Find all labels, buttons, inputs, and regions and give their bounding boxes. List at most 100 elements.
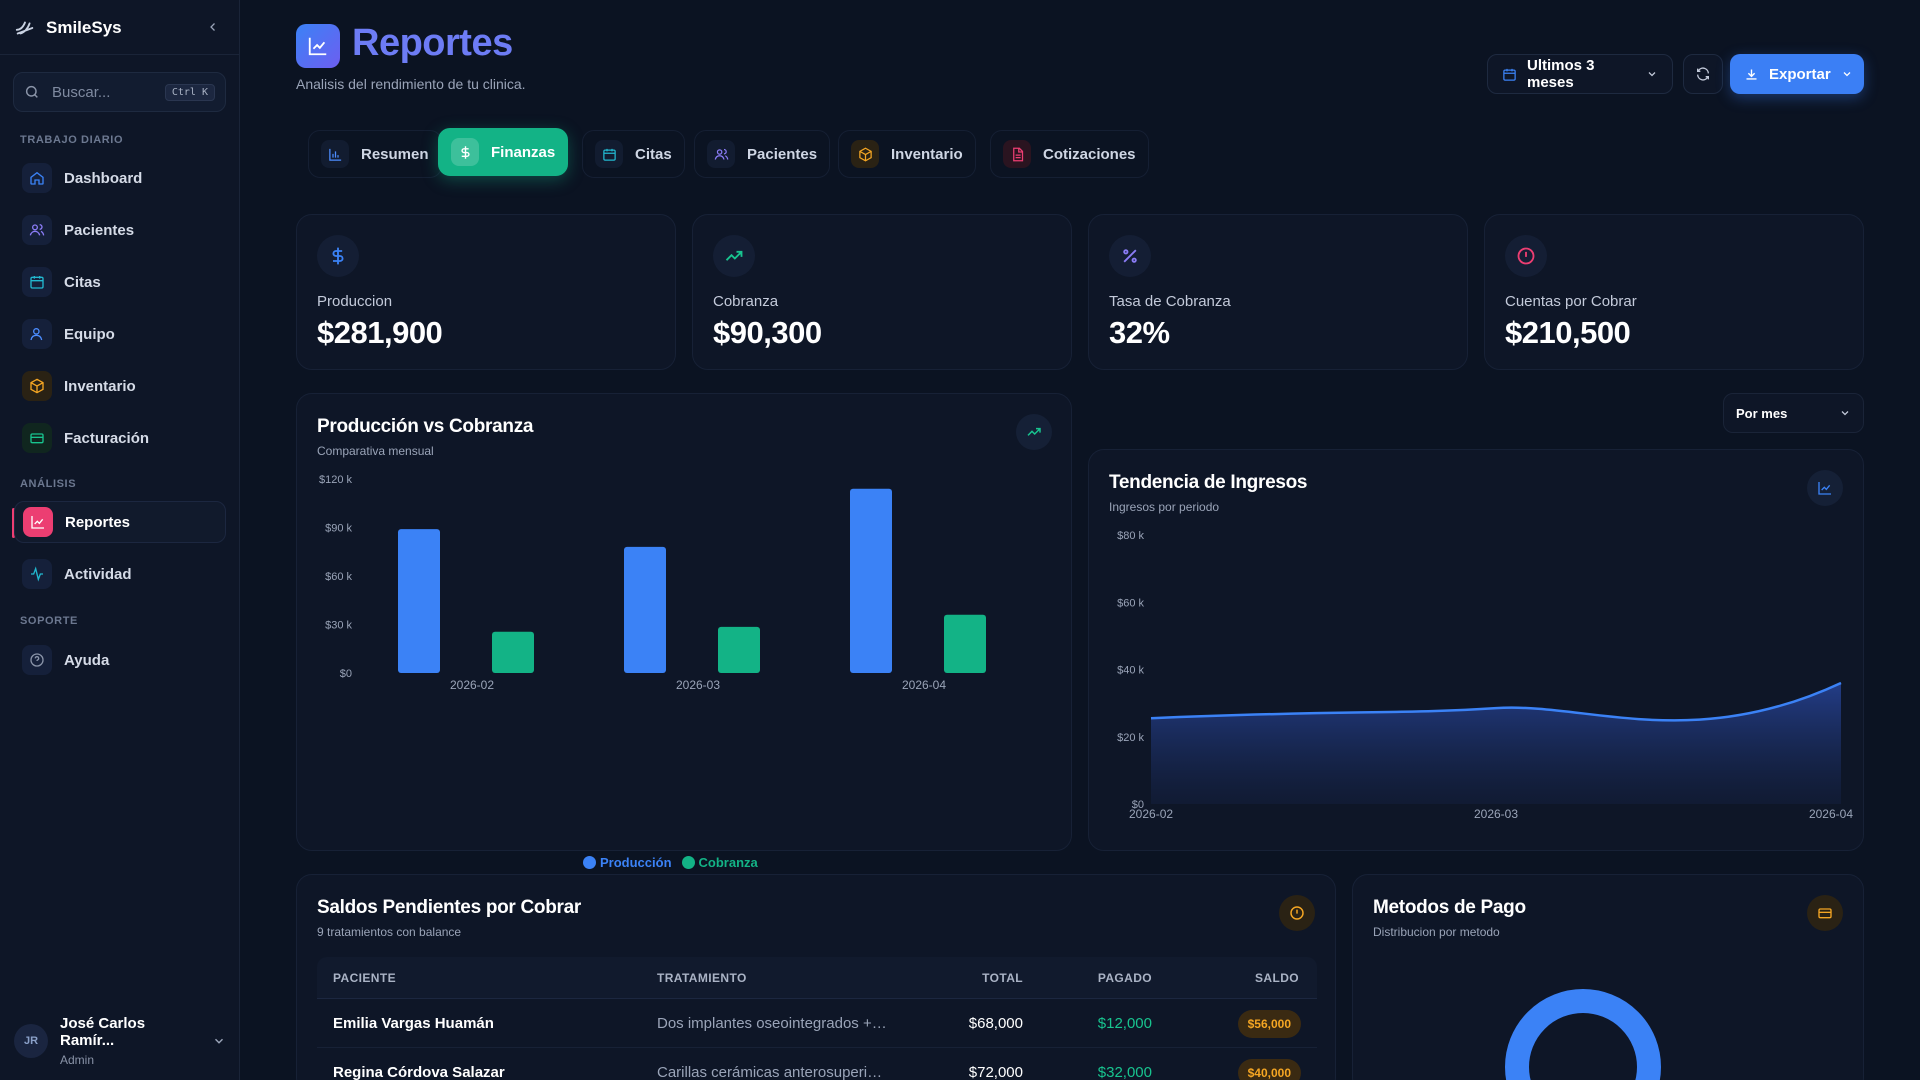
paid-amount: $32,000 — [1097, 1064, 1152, 1080]
total-amount: $68,000 — [968, 1015, 1023, 1032]
payment-methods-card: Metodos de Pago Distribucion por metodo — [1352, 874, 1864, 1080]
tab-label: Citas — [635, 145, 672, 163]
y-tick-label: $20 k — [1117, 732, 1144, 744]
sidebar-item-facturacion[interactable]: Facturación — [14, 417, 226, 459]
grouping-select[interactable]: Por mes — [1723, 393, 1864, 433]
column-header-saldo[interactable]: SALDO — [1255, 971, 1299, 985]
card-icon — [1807, 895, 1843, 931]
chevron-left-icon — [207, 21, 219, 33]
activity-icon — [22, 559, 52, 589]
card-subtitle: Ingresos por periodo — [1109, 500, 1220, 514]
card-subtitle: Comparativa mensual — [317, 444, 434, 458]
balance-badge: $40,000 — [1237, 1059, 1301, 1080]
bar-cobranza — [492, 631, 534, 673]
sidebar-item-ayuda[interactable]: Ayuda — [14, 639, 226, 681]
bar-cobranza — [718, 626, 760, 673]
tab-resumen[interactable]: Resumen — [308, 130, 442, 178]
kpi-card-cobranza: Cobranza $90,300 — [692, 214, 1072, 370]
kpi-label: Tasa de Cobranza — [1109, 293, 1231, 310]
treatment: Dos implantes oseointegrados + ... — [657, 1015, 887, 1032]
bar-chart: $0 $30 k $60 k $90 k $120 k 2026-02 2026-03 202… — [319, 474, 986, 692]
kpi-value: $281,900 — [317, 315, 443, 350]
production-vs-collection-card: Producción vs Cobranza Comparativa mensu… — [296, 393, 1072, 870]
card-subtitle: Distribucion por metodo — [1373, 925, 1500, 939]
table-header: PACIENTE TRATAMIENTO TOTAL PAGADO SALDO — [317, 957, 1317, 999]
card-title: Metodos de Pago — [1373, 897, 1526, 918]
x-tick-label: 2026-02 — [1129, 807, 1173, 821]
users-icon — [22, 215, 52, 245]
legend-label: Cobranza — [698, 855, 758, 870]
refresh-button[interactable] — [1683, 54, 1723, 94]
active-indicator — [12, 508, 15, 538]
tab-pacientes[interactable]: Pacientes — [694, 130, 831, 178]
sidebar-item-label: Facturación — [64, 429, 150, 447]
user-name: José Carlos Ramír... — [60, 1015, 146, 1049]
bar-cobranza — [944, 614, 986, 673]
chevron-down-icon — [212, 1034, 226, 1048]
sidebar-item-actividad[interactable]: Actividad — [14, 553, 226, 595]
x-tick-label: 2026-04 — [1809, 807, 1853, 821]
patient-name: Emilia Vargas Huamán — [333, 1015, 494, 1032]
y-tick-label: $60 k — [1117, 597, 1144, 609]
tab-label: Finanzas — [491, 143, 556, 161]
bar-produccion — [624, 546, 666, 673]
balance-badge: $56,000 — [1237, 1010, 1301, 1038]
column-header-total[interactable]: TOTAL — [982, 971, 1023, 985]
users-icon — [707, 140, 735, 168]
kpi-card-tasa: Tasa de Cobranza 32% — [1088, 214, 1468, 370]
legend-item-production[interactable]: Producción — [583, 855, 672, 870]
legend-label: Producción — [600, 855, 672, 870]
table-row[interactable]: Regina Córdova Salazar Carillas cerámica… — [317, 1048, 1317, 1080]
box-icon — [22, 371, 52, 401]
kpi-label: Produccion — [317, 293, 393, 310]
bar-produccion — [398, 529, 440, 673]
column-header-tratamiento[interactable]: TRATAMIENTO — [657, 971, 747, 985]
sidebar-item-label: Inventario — [64, 377, 136, 395]
divider — [0, 54, 240, 55]
export-button[interactable]: Exportar — [1730, 54, 1864, 94]
kpi-value: 32% — [1109, 315, 1170, 350]
table-row[interactable]: Emilia Vargas Huamán Dos implantes oseoi… — [317, 999, 1317, 1048]
sidebar-item-dashboard[interactable]: Dashboard — [14, 157, 226, 199]
sidebar-item-reportes[interactable]: Reportes — [14, 501, 226, 543]
sidebar-item-inventario[interactable]: Inventario — [14, 365, 226, 407]
legend-item-collection[interactable]: Cobranza — [681, 855, 758, 870]
section-label-analysis: ANÁLISIS — [20, 478, 77, 490]
area-fill — [1151, 682, 1841, 804]
card-icon — [22, 423, 52, 453]
brand[interactable]: SmileSys — [14, 14, 122, 42]
treatment: Carillas cerámicas anterosuperior... — [657, 1064, 887, 1080]
shortcut-badge: Ctrl K — [164, 83, 215, 101]
tab-finanzas[interactable]: Finanzas — [438, 128, 569, 176]
page-subtitle: Analisis del rendimiento de tu clinica. — [296, 76, 526, 92]
bar-produccion — [850, 488, 892, 673]
x-tick-label: 2026-03 — [1474, 807, 1518, 821]
sidebar-item-pacientes[interactable]: Pacientes — [14, 209, 226, 251]
search-input[interactable]: Buscar... Ctrl K — [13, 72, 226, 112]
kpi-card-cuentas: Cuentas por Cobrar $210,500 — [1484, 214, 1864, 370]
column-header-paciente[interactable]: PACIENTE — [333, 971, 396, 985]
sidebar: SmileSys Buscar... Ctrl K TRABAJO DIARIO… — [0, 0, 240, 1080]
sidebar-item-equipo[interactable]: Equipo — [14, 313, 226, 355]
chevron-down-icon — [1841, 68, 1853, 80]
pending-balances-card: Saldos Pendientes por Cobrar 9 tratamien… — [296, 874, 1336, 1080]
collapse-sidebar-button[interactable] — [204, 18, 222, 36]
period-selector[interactable]: Ultimos 3 meses — [1487, 54, 1673, 94]
kpi-value: $90,300 — [713, 315, 822, 350]
tab-citas[interactable]: Citas — [582, 130, 685, 178]
sidebar-item-citas[interactable]: Citas — [14, 261, 226, 303]
chart-icon — [1807, 470, 1843, 506]
alert-circle-icon — [1505, 235, 1547, 277]
dollar-icon — [451, 138, 479, 166]
column-header-pagado[interactable]: PAGADO — [1097, 971, 1152, 985]
section-label-daily: TRABAJO DIARIO — [20, 134, 124, 146]
dollar-icon — [317, 235, 359, 277]
tab-cotizaciones[interactable]: Cotizaciones — [990, 130, 1149, 178]
user-menu[interactable]: JR José Carlos Ramír... Admin — [14, 1015, 226, 1067]
tab-inventario[interactable]: Inventario — [838, 130, 976, 178]
search-icon — [24, 84, 40, 100]
patient-name: Regina Córdova Salazar — [333, 1064, 505, 1080]
kpi-label: Cobranza — [713, 293, 779, 310]
trend-line — [1150, 681, 1842, 722]
kpi-label: Cuentas por Cobrar — [1505, 293, 1637, 310]
